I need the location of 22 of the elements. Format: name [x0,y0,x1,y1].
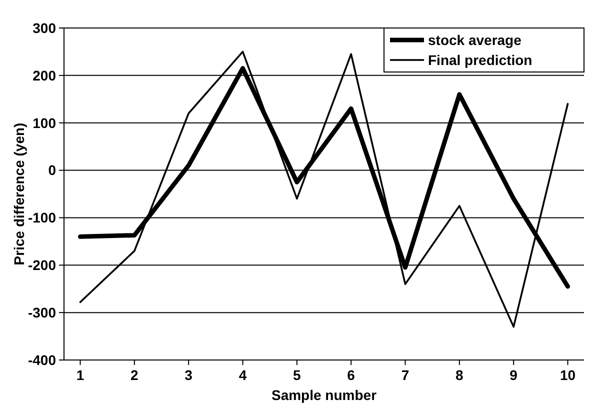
x-tick-label: 10 [560,367,576,383]
x-axis-title: Sample number [271,387,378,403]
y-tick-label: 100 [32,114,56,131]
legend-label: stock average [428,32,522,48]
y-tick-label: -200 [28,257,56,274]
x-tick-label: 1 [76,367,84,383]
y-tick-label: -400 [28,352,56,368]
x-tick-label: 9 [510,367,518,383]
x-tick-label: 6 [347,367,356,383]
x-tick-label: 2 [130,367,139,383]
x-tick-label: 8 [456,367,464,383]
legend-label: Final prediction [428,52,532,68]
x-tick-label: 7 [401,367,410,383]
y-axis-title: Price difference (yen) [11,122,27,266]
y-tick-label: 0 [48,162,56,178]
y-tick-label: -300 [28,304,56,320]
x-tick-label: 4 [238,367,247,383]
x-tick-label: 5 [293,367,302,383]
y-tick-label: 200 [32,67,56,84]
x-tick-label: 3 [184,367,193,383]
y-tick-label: 300 [32,20,56,36]
y-tick-label: -100 [28,210,56,226]
